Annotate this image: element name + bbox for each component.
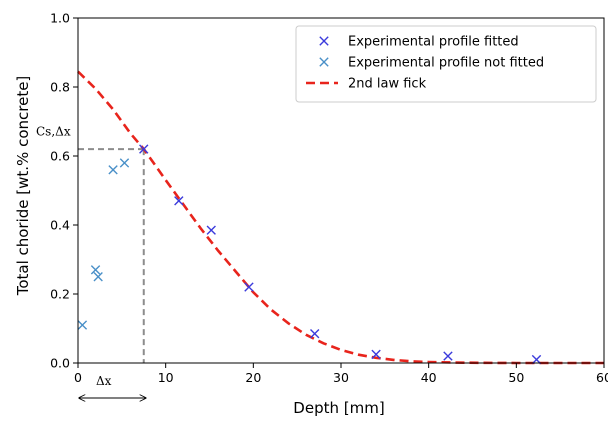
legend-label: Experimental profile not fitted — [348, 56, 544, 71]
series-1-point-0-stroke-b — [77, 320, 88, 330]
series-0-point-4-stroke-b — [310, 328, 320, 339]
series-0-point-6-stroke-b — [443, 351, 453, 361]
x-tick-label: 0 — [74, 370, 82, 385]
series-0-point-6 — [443, 351, 453, 361]
series-1-point-1-stroke-b — [90, 265, 101, 275]
x-tick-label: 40 — [421, 370, 437, 385]
series-0-point-4 — [310, 328, 320, 339]
x-tick-label: 50 — [508, 370, 524, 385]
legend-handle-marker-1 — [319, 57, 329, 67]
series-0-point-7 — [531, 354, 542, 365]
legend-handle-marker-0 — [319, 36, 329, 46]
y-tick-label: 0.4 — [50, 218, 70, 233]
legend-label: 2nd law fick — [348, 77, 427, 92]
series-0-point-3-stroke-b — [244, 282, 254, 292]
legend-handle-marker-0-stroke-b — [319, 36, 329, 46]
series-0-point-0-stroke-b — [139, 144, 149, 154]
series-1-point-4 — [119, 158, 130, 168]
legend-box — [295, 25, 597, 103]
y-tick-label: 0.6 — [50, 149, 70, 164]
y-tick-label: 0.8 — [50, 80, 70, 95]
dx-label: Δx — [96, 374, 112, 388]
series-1-point-0 — [77, 320, 88, 330]
series-0-point-1 — [174, 196, 184, 206]
series-1-point-2-stroke-b — [93, 272, 103, 282]
series-0-point-7-stroke-b — [531, 354, 542, 365]
series-0-point-5 — [371, 349, 381, 360]
y-axis-title: Total choride [wt.% concrete] — [14, 76, 32, 297]
legend-label: Experimental profile fitted — [348, 35, 519, 50]
series-0-point-5-stroke-b — [371, 349, 381, 360]
y-tick-label: 0.0 — [50, 356, 70, 371]
cs-dx-annotation: Cs,Δx — [36, 124, 71, 138]
x-tick-label: 60 — [596, 370, 608, 385]
series-1-point-3 — [108, 165, 118, 175]
legend-handle-marker-1-stroke-b — [319, 57, 329, 67]
fick-fit-line — [77, 70, 604, 365]
series-0-point-3 — [244, 282, 254, 292]
series-1-point-3-stroke-b — [108, 165, 118, 175]
series-0-point-0 — [139, 144, 149, 154]
series-0-point-2 — [206, 225, 216, 235]
x-tick-label: 30 — [333, 370, 349, 385]
x-tick-label: 20 — [245, 370, 261, 385]
series-1-point-2 — [93, 272, 103, 282]
x-tick-label: 10 — [158, 370, 174, 385]
series-1-point-4-stroke-b — [119, 158, 130, 168]
x-axis-title: Depth [mm] — [293, 399, 384, 417]
series-0-point-1-stroke-b — [174, 196, 184, 206]
y-tick-label: 0.2 — [50, 287, 70, 302]
series-0-point-2-stroke-b — [206, 225, 216, 235]
series-1-point-1 — [90, 265, 101, 275]
y-tick-label: 1.0 — [50, 11, 70, 26]
